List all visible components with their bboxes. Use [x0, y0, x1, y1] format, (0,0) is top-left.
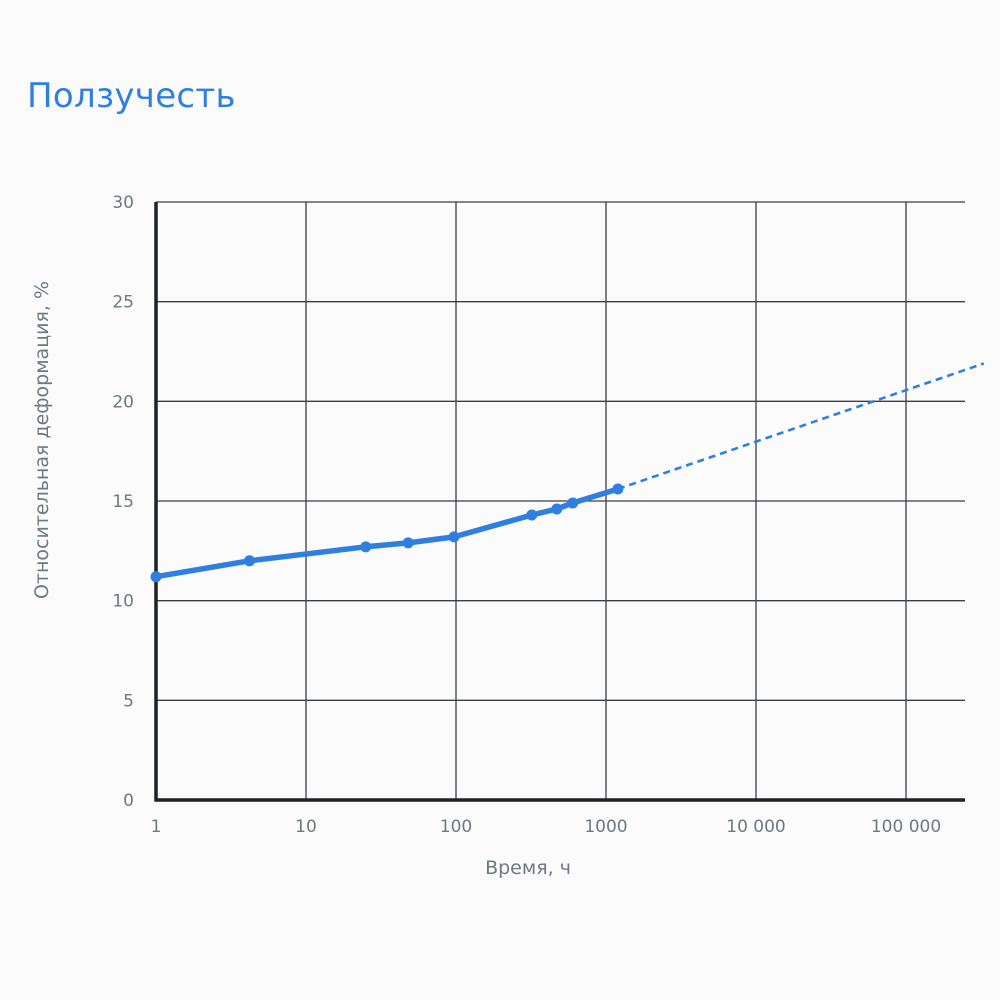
grid — [156, 201, 965, 800]
data-point — [360, 541, 372, 553]
y-tick-label: 10 — [112, 592, 134, 612]
data-point — [567, 497, 579, 509]
x-axis-title: Время, ч — [485, 857, 571, 879]
data-point — [526, 509, 538, 521]
y-tick-label: 15 — [112, 492, 134, 512]
series-points — [150, 483, 624, 583]
y-tick-label: 30 — [112, 193, 134, 213]
y-tick-label: 20 — [112, 392, 134, 412]
data-point — [243, 555, 255, 567]
y-tick-label: 5 — [123, 691, 134, 711]
data-point — [150, 571, 162, 583]
y-axis-title: Относительная деформация, % — [31, 280, 53, 600]
y-tick-label: 0 — [123, 791, 134, 811]
x-tick-label: 10 000 — [726, 817, 785, 837]
x-tick-label: 10 — [295, 817, 317, 837]
data-point — [612, 483, 624, 495]
series-line-measured — [153, 486, 621, 580]
series-lines — [153, 362, 985, 580]
data-point — [448, 531, 460, 543]
x-tick-label: 1 — [151, 817, 162, 837]
x-tick-label: 100 000 — [871, 817, 941, 837]
data-point — [402, 537, 414, 549]
series-line-extrapolation — [617, 362, 985, 491]
x-tick-label: 100 — [440, 817, 472, 837]
tick-labels: 0 5 10 15 20 25 30 1 10 100 1000 10 000 100 000 — [112, 193, 941, 837]
chart-title: Ползучесть — [27, 76, 236, 116]
x-tick-label: 1000 — [584, 817, 627, 837]
data-point — [551, 503, 563, 515]
axes — [154, 202, 965, 802]
y-tick-label: 25 — [112, 293, 134, 313]
